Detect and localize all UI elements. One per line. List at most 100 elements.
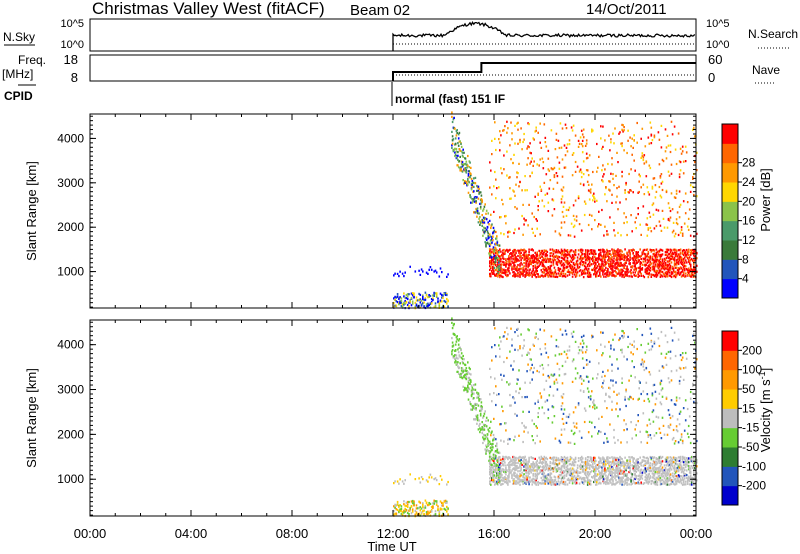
velocity-cell <box>599 462 601 465</box>
power-cell <box>592 199 594 202</box>
velocity-cell <box>561 465 564 468</box>
power-cell <box>574 160 577 164</box>
power-cell <box>616 265 618 269</box>
velocity-cell <box>609 387 611 390</box>
velocity-cell <box>521 354 523 357</box>
velocity-cell <box>581 357 584 360</box>
power-cell <box>550 129 553 132</box>
power-cell <box>489 260 491 263</box>
power-cell <box>494 257 496 260</box>
power-cell <box>516 207 518 210</box>
velocity-cell <box>528 476 530 479</box>
power-cell <box>648 273 651 276</box>
power-cell <box>651 257 654 260</box>
power-cell <box>556 181 559 184</box>
power-cell <box>636 255 638 258</box>
velocity-cell <box>602 464 604 467</box>
velocity-cell <box>524 477 526 480</box>
power-cell <box>476 210 479 213</box>
velocity-cell <box>557 477 560 480</box>
power-cell <box>503 129 505 132</box>
power-cell <box>541 157 544 160</box>
velocity-cell <box>607 440 609 443</box>
velocity-cell <box>659 381 662 384</box>
power-cell <box>657 267 660 270</box>
velocity-cell <box>562 412 565 415</box>
power-cell <box>596 275 598 278</box>
power-cell <box>602 255 604 258</box>
power-cell <box>653 134 656 137</box>
power-cell <box>614 234 616 237</box>
velocity-cell <box>596 481 598 484</box>
power-cell <box>643 263 646 266</box>
velocity-cell <box>673 478 676 481</box>
power-cell <box>696 270 698 273</box>
power-cell <box>578 223 581 226</box>
power-cell <box>690 249 693 252</box>
power-cell <box>668 206 671 209</box>
velocity-cell <box>657 475 660 478</box>
power-cell <box>478 187 480 191</box>
velocity-cell <box>551 405 554 408</box>
power-cell <box>603 253 605 256</box>
power-cell <box>630 249 632 252</box>
power-cell <box>611 193 613 196</box>
velocity-cell <box>554 437 557 440</box>
velocity-cell <box>513 455 515 459</box>
power-cell <box>646 270 649 273</box>
power-cell <box>577 249 580 252</box>
power-cell <box>523 262 525 265</box>
velocity-cell <box>587 396 590 399</box>
power-cell <box>514 142 516 145</box>
power-cell <box>491 263 493 266</box>
velocity-cell <box>520 468 522 471</box>
power-cell <box>610 264 612 267</box>
velocity-cell <box>576 470 579 473</box>
velocity-cell <box>674 480 677 483</box>
power-cell <box>631 137 633 140</box>
velocity-cell <box>633 345 635 348</box>
power-cell <box>495 264 497 267</box>
velocity-cell <box>542 373 545 376</box>
velocity-cell <box>505 455 507 458</box>
power-cell <box>518 249 520 252</box>
velocity-cell <box>649 464 652 467</box>
power-cell <box>648 193 651 196</box>
power-cell <box>490 272 492 275</box>
velocity-cell <box>492 466 494 469</box>
power-cell <box>646 248 649 251</box>
velocity-cell <box>659 383 662 386</box>
velocity-cell <box>580 382 583 385</box>
power-cell <box>654 255 657 259</box>
power-cell <box>674 148 677 151</box>
colorbar-swatch <box>722 162 738 183</box>
power-cell <box>611 267 613 270</box>
velocity-cell <box>670 460 673 463</box>
power-cell <box>557 139 560 142</box>
velocity-cell <box>620 348 622 352</box>
power-cell <box>648 271 651 275</box>
power-cell <box>679 231 682 234</box>
power-cell <box>585 169 588 172</box>
power-cell <box>504 271 506 274</box>
power-cell <box>681 249 684 252</box>
power-cell <box>588 273 591 276</box>
power-cell <box>616 249 618 252</box>
velocity-cell <box>663 469 666 472</box>
power-cell <box>492 272 494 275</box>
power-cell <box>550 269 553 272</box>
power-cell <box>599 257 601 260</box>
power-cell <box>648 263 651 266</box>
velocity-cell <box>643 459 646 462</box>
power-cell <box>505 258 507 261</box>
power-cell <box>565 146 568 149</box>
power-ylabel: Slant Range [km] <box>24 161 39 261</box>
power-cell <box>635 256 637 260</box>
power-cell <box>626 257 628 260</box>
power-cell <box>538 254 540 257</box>
power-cell <box>618 264 620 268</box>
power-cell <box>575 262 578 265</box>
power-cell <box>541 199 544 202</box>
power-cell <box>427 296 429 299</box>
velocity-cell <box>525 467 527 470</box>
